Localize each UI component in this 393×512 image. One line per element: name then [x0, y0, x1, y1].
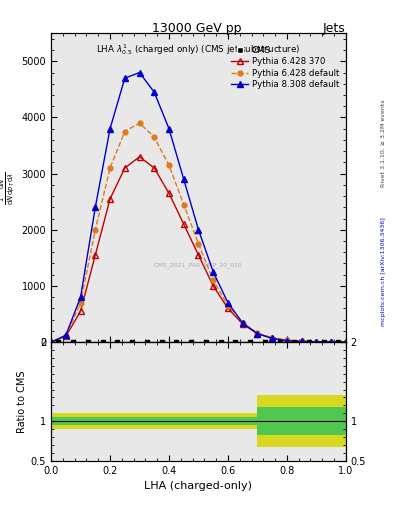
Y-axis label: Ratio to CMS: Ratio to CMS [17, 370, 27, 433]
Text: Rivet 3.1.10, ≥ 3.2M events: Rivet 3.1.10, ≥ 3.2M events [381, 99, 386, 187]
Text: 13000 GeV pp: 13000 GeV pp [152, 22, 241, 34]
Y-axis label: $\frac{1}{\mathrm{d}N}\frac{\mathrm{d}N}{\mathrm{d}p_{T}\,\mathrm{d}\lambda}$: $\frac{1}{\mathrm{d}N}\frac{\mathrm{d}N}… [0, 170, 17, 205]
Legend: CMS, Pythia 6.428 370, Pythia 6.428 default, Pythia 8.308 default: CMS, Pythia 6.428 370, Pythia 6.428 defa… [228, 44, 342, 91]
X-axis label: LHA (charged-only): LHA (charged-only) [145, 481, 252, 491]
Text: CMS_2021_PAS_SMP_20_010: CMS_2021_PAS_SMP_20_010 [154, 262, 243, 268]
Text: LHA $\lambda^{1}_{0.5}$ (charged only) (CMS jet substructure): LHA $\lambda^{1}_{0.5}$ (charged only) (… [96, 42, 301, 57]
Text: mcplots.cern.ch [arXiv:1306.3436]: mcplots.cern.ch [arXiv:1306.3436] [381, 217, 386, 326]
Text: Jets: Jets [323, 22, 346, 34]
